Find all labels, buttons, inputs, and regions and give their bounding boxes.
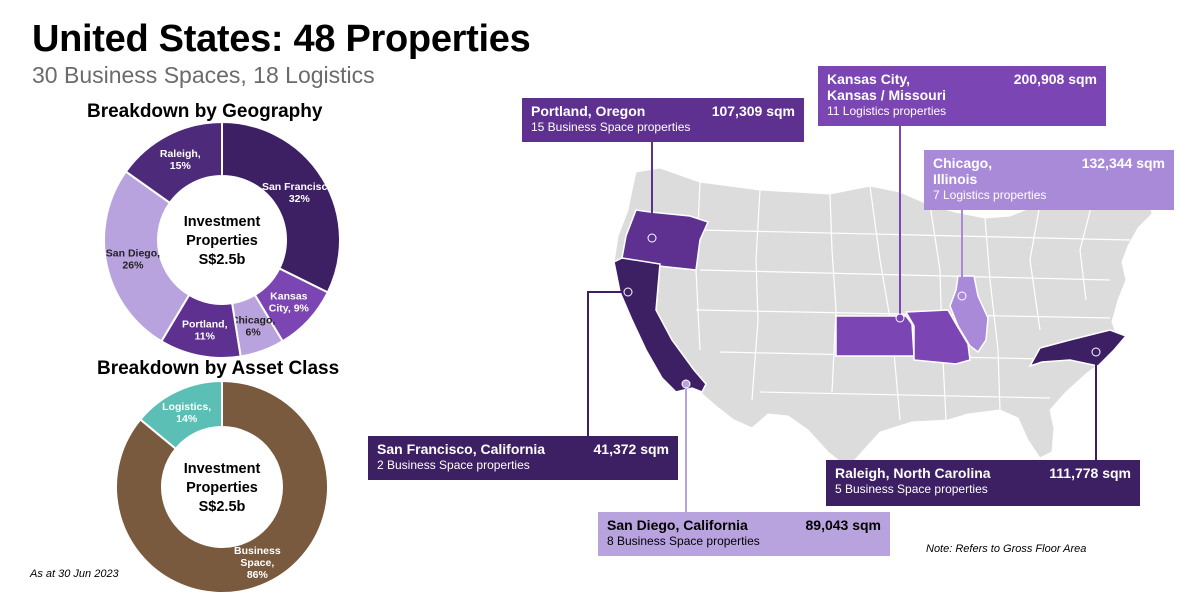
callout-kansas-detail: 11 Logistics properties [827,104,947,118]
page-subtitle: 30 Business Spaces, 18 Logistics [32,62,375,88]
state-north-carolina [1028,329,1128,368]
geo-slice-0 [221,120,341,294]
leader-lines [587,126,1097,512]
state-oregon [621,209,710,271]
geography-donut: San Francisco, 32% Kansas City, 9%Chicago, 6… [103,120,341,359]
state-california [613,257,707,393]
geo-slice-label-5: Raleigh, 15% [160,148,201,172]
asset-center-label: Investment Properties S$2.5b [184,461,261,515]
callout-san-diego-detail: 8 Business Space properties [607,534,760,548]
geo-slice-label-3: Portland, 11% [182,318,228,342]
callout-chicago: Chicago, Illinois 132,344 sqm 7 Logistics… [924,150,1174,210]
callout-san-francisco-area: 41,372 sqm [593,441,670,457]
callout-chicago-area: 132,344 sqm [1081,155,1165,171]
callout-raleigh-area: 111,778 sqm [1049,465,1131,481]
callout-portland-detail: 15 Business Space properties [531,120,691,134]
callout-portland-name: Portland, Oregon [531,103,646,119]
callout-kansas-area: 200,908 sqm [1013,71,1097,87]
geo-slice-label-2: Chicago, 6% [231,315,275,339]
callout-portland: Portland, Oregon 107,309 sqm 15 Business … [522,98,804,142]
callout-raleigh: Raleigh, North Carolina 111,778 sqm 5 Bus… [826,460,1140,506]
callout-san-diego-name: San Diego, California [607,517,748,533]
page-title: United States: 48 Properties [32,18,531,60]
geo-slice-label-1: Kansas City, 9% [269,291,310,315]
location-dots [623,233,1101,389]
gfa-note: Note: Refers to Gross Floor Area [926,543,1087,555]
callout-chicago-name: Chicago, Illinois [933,155,993,187]
callout-raleigh-detail: 5 Business Space properties [835,482,988,496]
callout-san-francisco-detail: 2 Business Space properties [377,458,530,472]
callout-kansas-name: Kansas City, Kansas / Missouri [827,71,947,103]
state-borders [695,181,1131,421]
asset-class-chart-title: Breakdown by Asset Class [97,358,340,379]
callout-san-francisco: San Francisco, California 41,372 sqm 2 Bu… [368,436,678,480]
callout-san-diego: San Diego, California 89,043 sqm 8 Busine… [598,512,890,556]
geo-center-label: Investment Properties S$2.5b [184,214,261,268]
callout-kansas: Kansas City, Kansas / Missouri 200,908 sq… [818,66,1106,126]
as-at-date: As at 30 Jun 2023 [30,568,119,580]
state-missouri [904,309,971,365]
geo-slice-4 [103,170,191,343]
geo-slice-5 [124,120,223,205]
asset-slice-label-0: Business Space, 86% [234,545,281,581]
callout-chicago-detail: 7 Logistics properties [933,188,1047,202]
state-kansas [835,315,915,357]
callout-san-francisco-name: San Francisco, California [377,441,546,457]
callout-portland-area: 107,309 sqm [711,103,795,119]
geo-slice-label-4: San Diego, 26% [106,248,160,272]
callout-raleigh-name: Raleigh, North Carolina [835,465,991,481]
asset-slice-0 [115,379,329,594]
asset-slice-label-1: Logistics, 14% [162,401,211,425]
geography-chart-title: Breakdown by Geography [87,101,323,122]
geo-slice-label-0: San Francisco, 32% [262,181,337,205]
asset-slice-1 [138,379,223,451]
callout-san-diego-area: 89,043 sqm [805,517,882,533]
asset-class-donut: Business Space, 86% Logistics, 14% Investment… [115,379,329,594]
